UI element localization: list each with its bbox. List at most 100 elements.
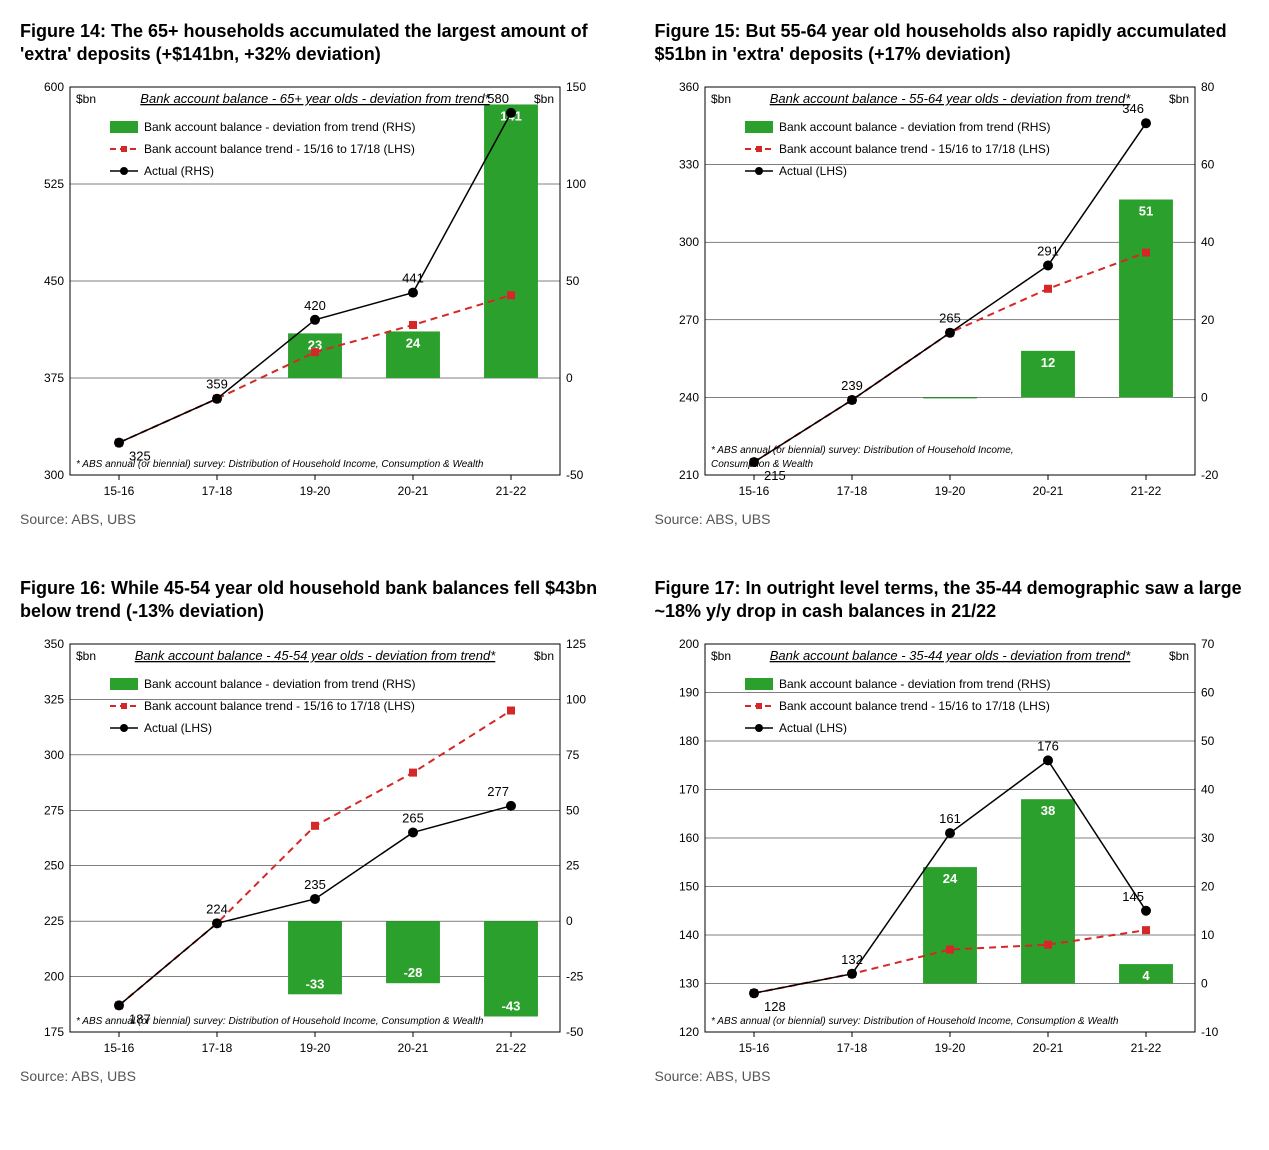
svg-text:* ABS annual (or biennial) sur: * ABS annual (or biennial) survey: Distr… — [76, 459, 484, 470]
svg-text:24: 24 — [406, 335, 421, 350]
fig17-chart: 120130140150160170180190200-100102030405… — [655, 632, 1245, 1062]
svg-text:150: 150 — [678, 879, 698, 893]
svg-text:277: 277 — [487, 783, 509, 798]
svg-text:4: 4 — [1142, 968, 1150, 983]
svg-text:Actual (LHS): Actual (LHS) — [779, 164, 847, 178]
svg-text:0: 0 — [946, 401, 953, 416]
svg-text:-25: -25 — [566, 969, 584, 983]
svg-text:225: 225 — [44, 914, 64, 928]
svg-text:170: 170 — [678, 782, 698, 796]
svg-text:-33: -33 — [306, 976, 325, 991]
svg-text:* ABS annual (or biennial) sur: * ABS annual (or biennial) survey: Distr… — [76, 1016, 484, 1027]
svg-text:20: 20 — [1201, 879, 1215, 893]
svg-text:0: 0 — [566, 371, 573, 385]
svg-text:275: 275 — [44, 803, 64, 817]
svg-text:12: 12 — [1040, 355, 1054, 370]
svg-text:Bank account balance - deviati: Bank account balance - deviation from tr… — [144, 120, 415, 134]
svg-text:-28: -28 — [404, 965, 423, 980]
svg-text:210: 210 — [678, 468, 698, 482]
svg-text:* ABS annual (or biennial) sur: * ABS annual (or biennial) survey: Distr… — [711, 1016, 1119, 1027]
svg-text:Consumption & Wealth: Consumption & Wealth — [711, 459, 814, 470]
svg-text:50: 50 — [566, 803, 580, 817]
svg-text:239: 239 — [841, 378, 863, 393]
svg-text:300: 300 — [678, 235, 698, 249]
svg-text:20-21: 20-21 — [398, 484, 429, 498]
svg-text:360: 360 — [678, 80, 698, 94]
svg-text:25: 25 — [566, 858, 580, 872]
svg-text:20-21: 20-21 — [1032, 1041, 1063, 1055]
svg-text:176: 176 — [1037, 738, 1059, 753]
svg-text:150: 150 — [566, 80, 586, 94]
svg-text:30: 30 — [1201, 831, 1215, 845]
svg-text:300: 300 — [44, 468, 64, 482]
svg-text:128: 128 — [764, 999, 786, 1014]
svg-text:200: 200 — [678, 637, 698, 651]
svg-text:15-16: 15-16 — [738, 484, 769, 498]
svg-text:24: 24 — [942, 871, 957, 886]
svg-text:Bank account balance - 35-44 y: Bank account balance - 35-44 year olds -… — [769, 648, 1131, 663]
svg-text:70: 70 — [1201, 637, 1215, 651]
svg-text:190: 190 — [678, 685, 698, 699]
svg-text:224: 224 — [206, 901, 228, 916]
svg-text:-43: -43 — [502, 998, 521, 1013]
svg-text:Bank account balance - 55-64 y: Bank account balance - 55-64 year olds -… — [769, 91, 1131, 106]
svg-text:240: 240 — [678, 390, 698, 404]
svg-text:330: 330 — [678, 157, 698, 171]
svg-text:Bank account balance - deviati: Bank account balance - deviation from tr… — [144, 677, 415, 691]
fig16-panel: Figure 16: While 45-54 year old househol… — [20, 577, 615, 1084]
svg-text:375: 375 — [44, 371, 64, 385]
svg-text:175: 175 — [44, 1025, 64, 1039]
svg-text:270: 270 — [678, 313, 698, 327]
svg-text:180: 180 — [678, 734, 698, 748]
svg-text:291: 291 — [1037, 243, 1059, 258]
svg-text:265: 265 — [939, 311, 961, 326]
svg-text:580: 580 — [487, 91, 509, 106]
svg-text:Bank account balance - deviati: Bank account balance - deviation from tr… — [779, 120, 1050, 134]
svg-text:140: 140 — [678, 928, 698, 942]
svg-text:51: 51 — [1138, 203, 1152, 218]
svg-text:350: 350 — [44, 637, 64, 651]
fig14-source: Source: ABS, UBS — [20, 511, 615, 527]
fig14-title: Figure 14: The 65+ households accumulate… — [20, 20, 615, 67]
svg-text:Actual (RHS): Actual (RHS) — [144, 164, 214, 178]
svg-text:60: 60 — [1201, 685, 1215, 699]
svg-text:$bn: $bn — [711, 649, 731, 663]
svg-text:120: 120 — [678, 1025, 698, 1039]
svg-text:161: 161 — [939, 811, 961, 826]
svg-text:160: 160 — [678, 831, 698, 845]
svg-text:17-18: 17-18 — [202, 484, 233, 498]
svg-text:265: 265 — [402, 810, 424, 825]
svg-text:125: 125 — [566, 637, 586, 651]
svg-text:38: 38 — [1040, 803, 1054, 818]
fig17-title: Figure 17: In outright level terms, the … — [655, 577, 1250, 624]
svg-text:132: 132 — [841, 951, 863, 966]
svg-text:420: 420 — [304, 298, 326, 313]
svg-text:19-20: 19-20 — [934, 1041, 965, 1055]
fig14-panel: Figure 14: The 65+ households accumulate… — [20, 20, 615, 527]
svg-text:Bank account balance - deviati: Bank account balance - deviation from tr… — [779, 677, 1050, 691]
svg-text:$bn: $bn — [76, 649, 96, 663]
svg-text:50: 50 — [566, 274, 580, 288]
svg-text:21-22: 21-22 — [496, 484, 527, 498]
svg-text:300: 300 — [44, 747, 64, 761]
svg-text:80: 80 — [1201, 80, 1215, 94]
svg-text:10: 10 — [1201, 928, 1215, 942]
svg-text:17-18: 17-18 — [836, 1041, 867, 1055]
svg-text:40: 40 — [1201, 782, 1215, 796]
svg-text:359: 359 — [206, 376, 228, 391]
svg-text:$bn: $bn — [1168, 92, 1188, 106]
svg-text:$bn: $bn — [534, 92, 554, 106]
svg-text:20-21: 20-21 — [1032, 484, 1063, 498]
svg-text:20-21: 20-21 — [398, 1041, 429, 1055]
svg-text:21-22: 21-22 — [496, 1041, 527, 1055]
svg-text:$bn: $bn — [1168, 649, 1188, 663]
svg-text:50: 50 — [1201, 734, 1215, 748]
svg-text:17-18: 17-18 — [836, 484, 867, 498]
svg-text:20: 20 — [1201, 313, 1215, 327]
fig14-chart: 300375450525600-5005010015015-1617-1819-… — [20, 75, 610, 505]
svg-text:145: 145 — [1122, 888, 1144, 903]
svg-text:-20: -20 — [1201, 468, 1219, 482]
svg-text:$bn: $bn — [534, 649, 554, 663]
svg-text:* ABS annual (or biennial) sur: * ABS annual (or biennial) survey: Distr… — [711, 445, 1014, 456]
svg-text:15-16: 15-16 — [104, 1041, 135, 1055]
